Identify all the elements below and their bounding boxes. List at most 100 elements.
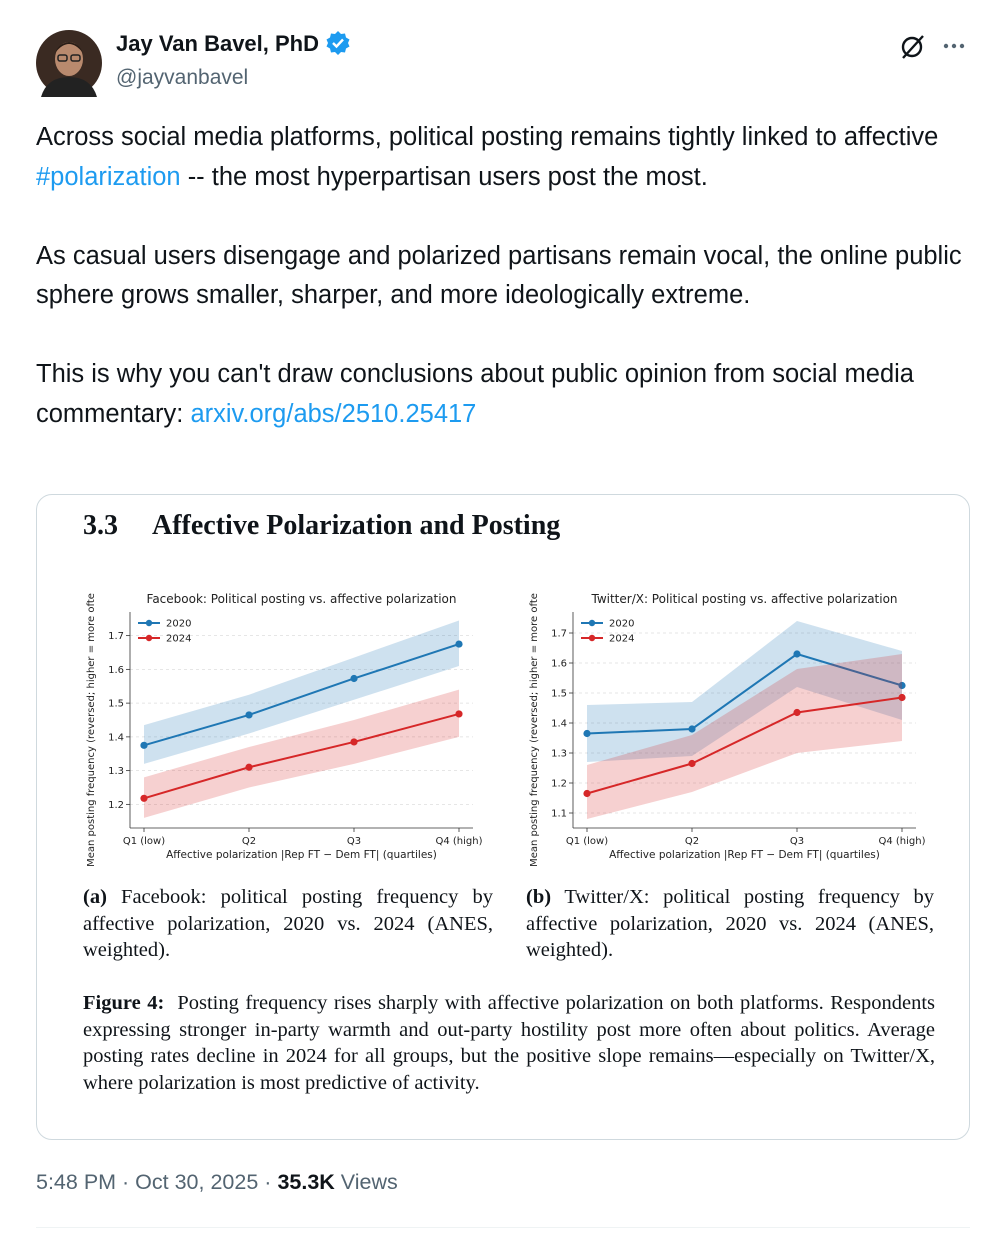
subcaption: (b) Twitter/X: political posting frequen… (526, 884, 934, 964)
x-axis-label: Affective polarization |Rep FT − Dem FT|… (166, 849, 437, 861)
point (793, 708, 801, 717)
figure-label: Figure 4: (83, 992, 165, 1014)
y-axis-label: Mean posting frequency (reversed; higher… (529, 593, 540, 867)
series-line (143, 712, 460, 800)
confidence-band (354, 689, 459, 764)
chart: Facebook: Political posting vs. affectiv… (86, 592, 483, 867)
point (455, 710, 463, 718)
legend-label: 2024 (166, 634, 191, 645)
figure-caption-text: Posting frequency rises sharply with aff… (83, 992, 935, 1094)
text: This is why you can't draw conclusions a… (36, 360, 914, 428)
section-heading: 3.3 Affective Polarization and Posting (83, 510, 594, 542)
legend-marker (145, 619, 153, 627)
y-tick-label: 1.4 (108, 732, 124, 743)
author-name-text[interactable]: Jay Van Bavel, PhD (116, 31, 319, 56)
x-tick-label: Q2 (685, 836, 699, 847)
x-tick-label: Q3 (347, 836, 361, 847)
y-axis-label: Mean posting frequency (reversed; higher… (86, 593, 97, 867)
x-tick-label: Q1 (low) (566, 836, 608, 847)
figure-caption: Figure 4: Posting frequency rises sharpl… (83, 990, 935, 1096)
point (688, 725, 696, 733)
x-tick-label: Q4 (high) (435, 836, 482, 847)
point (455, 640, 463, 648)
paragraph: This is why you can't draw conclusions a… (36, 355, 966, 434)
point (898, 693, 906, 702)
series-line (143, 643, 460, 747)
subcaption: (a) Facebook: political posting frequenc… (83, 884, 493, 964)
y-tick-label: 1.3 (551, 749, 567, 760)
y-tick-label: 1.1 (551, 809, 567, 820)
hashtag[interactable]: #polarization (36, 162, 181, 191)
tweet-text: Across social media platforms, political… (36, 118, 966, 474)
x-tick-label: Q2 (242, 836, 256, 847)
chart: Twitter/X: Political posting vs. affecti… (529, 592, 926, 867)
legend-marker (588, 634, 596, 642)
y-tick-label: 1.7 (108, 631, 124, 642)
y-tick-label: 1.6 (108, 665, 124, 676)
legend-label: 2020 (609, 619, 634, 630)
timestamp[interactable]: 5:48 PM · Oct 30, 2025 (36, 1170, 259, 1194)
y-tick-label: 1.7 (551, 629, 567, 640)
link[interactable]: arxiv.org/abs/2510.25417 (190, 399, 477, 428)
subcaption-label: (b) (526, 886, 552, 908)
y-tick-label: 1.2 (551, 779, 567, 790)
series-line (586, 652, 903, 735)
confidence-band (587, 735, 692, 819)
x-tick-label: Q1 (low) (123, 836, 165, 847)
chart-title: Twitter/X: Political posting vs. affecti… (590, 592, 897, 606)
separator: · (264, 1170, 272, 1194)
paragraph: Across social media platforms, political… (36, 118, 966, 197)
legend-label: 2024 (609, 634, 634, 645)
point (583, 789, 591, 798)
point (898, 681, 906, 690)
confidence-band (692, 621, 797, 756)
legend-marker (145, 634, 153, 642)
point (583, 729, 591, 738)
point (688, 759, 696, 768)
grok-button[interactable] (898, 32, 928, 62)
subcaption-text: Twitter/X: political posting frequency b… (526, 886, 934, 961)
x-tick-label: Q4 (high) (878, 836, 925, 847)
chart-title: Facebook: Political posting vs. affectiv… (147, 592, 457, 606)
y-tick-label: 1.6 (551, 659, 567, 670)
y-tick-label: 1.2 (108, 800, 124, 811)
views-label: Views (340, 1170, 398, 1194)
confidence-band (249, 657, 354, 734)
series-line (586, 696, 903, 795)
more-button[interactable] (940, 36, 970, 56)
divider (36, 1227, 970, 1228)
y-tick-label: 1.5 (551, 689, 567, 700)
y-tick-label: 1.4 (551, 719, 567, 730)
point (350, 674, 358, 683)
point (140, 794, 148, 802)
legend-marker (588, 619, 596, 627)
paragraph: As casual users disengage and polarized … (36, 241, 962, 310)
section-number: 3.3 (83, 510, 118, 541)
verified-badge (326, 31, 350, 55)
legend-label: 2020 (166, 619, 191, 630)
subcaption-label: (a) (83, 886, 107, 908)
point (350, 738, 358, 746)
author-handle[interactable]: @jayvanbavel (116, 66, 249, 89)
views-count: 35.3K (277, 1170, 335, 1194)
subcaption-text: Facebook: political posting frequency by… (83, 886, 493, 961)
x-axis-label: Affective polarization |Rep FT − Dem FT|… (609, 849, 880, 861)
media-card[interactable] (36, 494, 970, 1140)
tweet-meta: 5:48 PM · Oct 30, 2025 · 35.3K Views (36, 1170, 398, 1195)
point (793, 650, 801, 658)
text: Across social media platforms, political… (36, 123, 939, 151)
y-tick-label: 1.5 (108, 699, 124, 710)
confidence-band (797, 654, 902, 753)
section-title: Affective Polarization and Posting (152, 510, 561, 541)
x-tick-label: Q3 (790, 836, 804, 847)
point (245, 711, 253, 719)
confidence-band (692, 669, 797, 792)
confidence-band (354, 620, 459, 700)
point (140, 741, 148, 749)
avatar[interactable] (35, 29, 103, 97)
point (245, 763, 253, 771)
author-name[interactable]: Jay Van Bavel, PhD (116, 30, 351, 57)
text: -- the most hyperpartisan users post the… (180, 162, 708, 191)
y-tick-label: 1.3 (108, 766, 124, 777)
